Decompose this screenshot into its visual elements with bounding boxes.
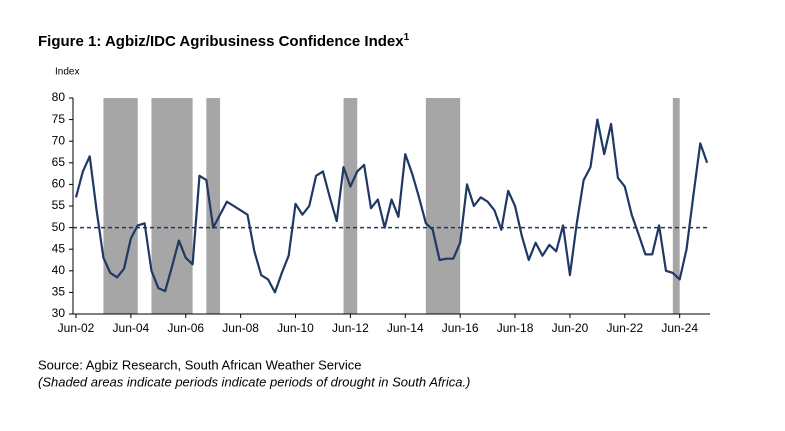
drought-shade (206, 98, 221, 314)
title-superscript: 1 (404, 32, 410, 43)
y-tick-label: 40 (52, 263, 66, 277)
drought-shade (103, 98, 138, 314)
y-tick-label: 65 (52, 155, 66, 169)
y-tick-label: 30 (52, 306, 66, 320)
x-tick-label: Jun-10 (277, 321, 314, 335)
x-tick-label: Jun-12 (332, 321, 369, 335)
x-tick-label: Jun-08 (222, 321, 259, 335)
note: (Shaded areas indicate periods indicate … (38, 374, 470, 389)
y-tick-label: 75 (52, 112, 66, 126)
y-tick-label: 35 (52, 285, 66, 299)
chart-title: Figure 1: Agbiz/IDC Agribusiness Confide… (38, 32, 410, 50)
drought-shade (425, 98, 461, 314)
x-tick-label: Jun-02 (58, 321, 95, 335)
drought-shade (343, 98, 358, 314)
x-tick-label: Jun-20 (552, 321, 589, 335)
x-tick-label: Jun-24 (661, 321, 698, 335)
drought-shade (672, 98, 680, 314)
y-axis-label: Index (55, 67, 79, 78)
index-line (74, 118, 709, 294)
y-tick-label: 50 (52, 220, 66, 234)
x-tick-label: Jun-18 (497, 321, 534, 335)
x-tick-label: Jun-22 (606, 321, 643, 335)
x-tick-label: Jun-06 (167, 321, 204, 335)
x-tick-label: Jun-04 (113, 321, 150, 335)
source: Source: Agbiz Research, South African We… (38, 357, 361, 372)
title-text: Figure 1: Agbiz/IDC Agribusiness Confide… (38, 33, 404, 50)
x-tick-label: Jun-16 (442, 321, 479, 335)
y-tick-label: 55 (52, 198, 66, 212)
y-tick-label: 45 (52, 241, 66, 255)
x-tick-label: Jun-14 (387, 321, 424, 335)
y-tick-label: 60 (52, 177, 66, 191)
y-tick-label: 70 (52, 133, 66, 147)
y-tick-label: 80 (52, 90, 66, 104)
drought-shade (151, 98, 193, 314)
